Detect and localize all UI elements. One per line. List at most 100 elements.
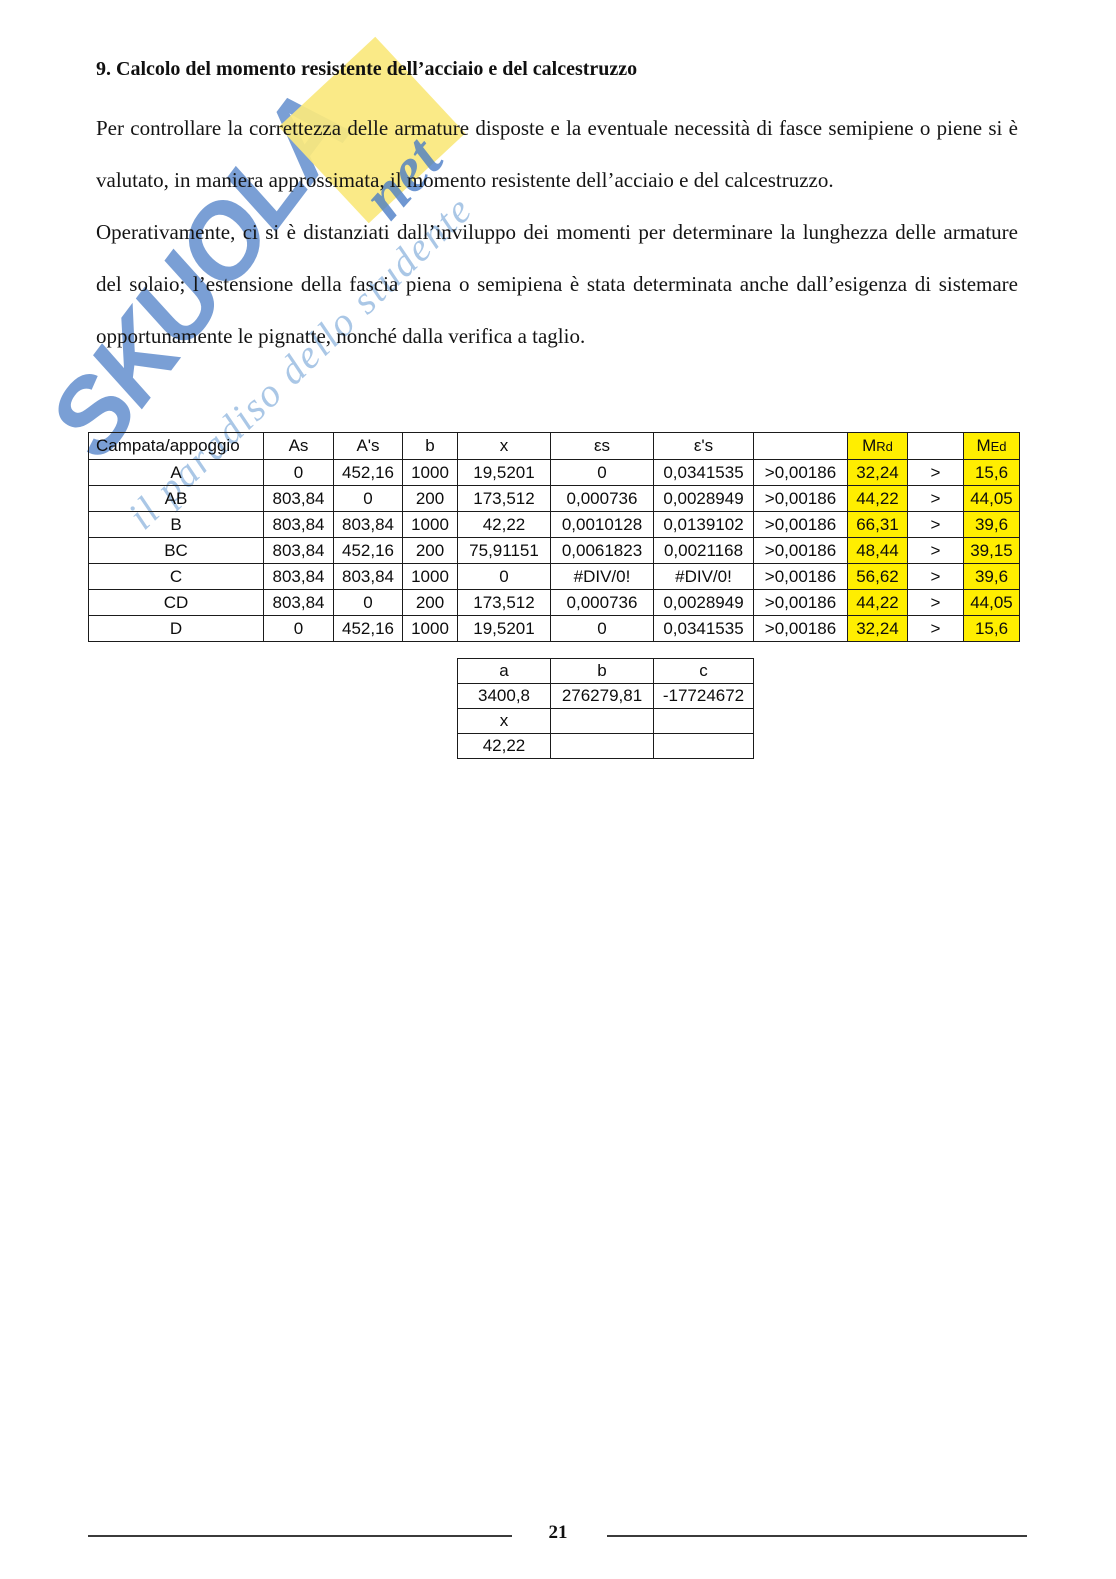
page-number: 21 [548, 1522, 568, 1543]
cell-limit: >0,00186 [753, 615, 848, 642]
cell-eps-prime: 0,0341535 [653, 459, 754, 486]
subtable-cell [550, 733, 654, 759]
subtable-cell: a [457, 658, 551, 684]
column-header-eps-prime: ε's [653, 432, 754, 460]
cell-b: 200 [402, 589, 458, 616]
section-heading: 9. Calcolo del momento resistente dell’a… [96, 58, 638, 80]
subtable-cell: c [653, 658, 754, 684]
cell-x: 173,512 [457, 589, 551, 616]
cell-aps: 0 [333, 485, 403, 512]
cell-limit: >0,00186 [753, 563, 848, 590]
cell-mrd: 48,44 [847, 537, 908, 564]
subtable-cell: 42,22 [457, 733, 551, 759]
cell-comparator: > [907, 615, 964, 642]
cell-eps: 0,000736 [550, 589, 654, 616]
column-header-as: As [263, 432, 334, 460]
cell-campata: D [88, 615, 264, 642]
cell-as: 0 [263, 615, 334, 642]
cell-aps: 452,16 [333, 537, 403, 564]
cell-mrd: 66,31 [847, 511, 908, 538]
moment-results-table: Campata/appoggio As A's b x εs ε's MRd M… [88, 432, 1020, 642]
footer-rule-right [607, 1535, 1027, 1537]
table-row: A 0 452,16 1000 19,5201 0 0,0341535 >0,0… [88, 459, 1020, 486]
cell-campata: B [88, 511, 264, 538]
cell-comparator: > [907, 459, 964, 486]
cell-b: 200 [402, 537, 458, 564]
paragraph: Operativamente, ci si è distanziati dall… [96, 220, 1018, 348]
cell-x: 42,22 [457, 511, 551, 538]
cell-mrd: 56,62 [847, 563, 908, 590]
cell-mrd: 32,24 [847, 459, 908, 486]
cell-aps: 452,16 [333, 459, 403, 486]
table-header-row: Campata/appoggio As A's b x εs ε's MRd M… [88, 432, 1020, 460]
subtable-cell: x [457, 708, 551, 734]
column-header-campata: Campata/appoggio [88, 432, 264, 460]
cell-campata: A [88, 459, 264, 486]
cell-b: 200 [402, 485, 458, 512]
cell-as: 803,84 [263, 563, 334, 590]
cell-eps-prime: 0,0028949 [653, 589, 754, 616]
cell-eps: 0 [550, 615, 654, 642]
subtable-row: 3400,8 276279,81 -17724672 [457, 683, 754, 709]
cell-comparator: > [907, 511, 964, 538]
cell-med: 44,05 [963, 589, 1020, 616]
cell-eps-prime: 0,0139102 [653, 511, 754, 538]
cell-b: 1000 [402, 615, 458, 642]
table-row: D 0 452,16 1000 19,5201 0 0,0341535 >0,0… [88, 615, 1020, 642]
paragraph: Per controllare la correttezza delle arm… [96, 116, 1018, 192]
subtable-cell [653, 708, 754, 734]
cell-x: 19,5201 [457, 459, 551, 486]
table-row: BC 803,84 452,16 200 75,91151 0,0061823 … [88, 537, 1020, 564]
subtable-cell: b [550, 658, 654, 684]
column-header-b: b [402, 432, 458, 460]
cell-campata: C [88, 563, 264, 590]
cell-b: 1000 [402, 459, 458, 486]
cell-as: 803,84 [263, 511, 334, 538]
cell-eps-prime: 0,0021168 [653, 537, 754, 564]
cell-x: 173,512 [457, 485, 551, 512]
cell-med: 39,6 [963, 511, 1020, 538]
cell-eps: 0,000736 [550, 485, 654, 512]
column-header-eps: εs [550, 432, 654, 460]
cell-b: 1000 [402, 511, 458, 538]
cell-comparator: > [907, 563, 964, 590]
cell-aps: 803,84 [333, 563, 403, 590]
column-header-mrd: MRd [847, 432, 908, 460]
cell-campata: CD [88, 589, 264, 616]
column-header-blank [753, 432, 848, 460]
cell-eps: 0 [550, 459, 654, 486]
cell-eps: 0,0061823 [550, 537, 654, 564]
cell-aps: 452,16 [333, 615, 403, 642]
cell-as: 803,84 [263, 485, 334, 512]
column-header-aps: A's [333, 432, 403, 460]
cell-campata: AB [88, 485, 264, 512]
cell-eps-prime: #DIV/0! [653, 563, 754, 590]
cell-x: 0 [457, 563, 551, 590]
cell-x: 75,91151 [457, 537, 551, 564]
subtable-row: a b c [457, 658, 754, 684]
cell-comparator: > [907, 589, 964, 616]
cell-as: 803,84 [263, 537, 334, 564]
cell-med: 15,6 [963, 615, 1020, 642]
subtable-cell: 3400,8 [457, 683, 551, 709]
cell-mrd: 44,22 [847, 589, 908, 616]
cell-eps-prime: 0,0341535 [653, 615, 754, 642]
cell-eps: 0,0010128 [550, 511, 654, 538]
cell-med: 39,6 [963, 563, 1020, 590]
column-header-med: MEd [963, 432, 1020, 460]
quadratic-coefficients-table: a b c 3400,8 276279,81 -17724672 x [457, 658, 754, 759]
table-row: B 803,84 803,84 1000 42,22 0,0010128 0,0… [88, 511, 1020, 538]
cell-limit: >0,00186 [753, 537, 848, 564]
cell-eps: #DIV/0! [550, 563, 654, 590]
table-row: AB 803,84 0 200 173,512 0,000736 0,00289… [88, 485, 1020, 512]
cell-limit: >0,00186 [753, 459, 848, 486]
subtable-row: 42,22 [457, 733, 754, 759]
cell-as: 0 [263, 459, 334, 486]
cell-campata: BC [88, 537, 264, 564]
cell-limit: >0,00186 [753, 589, 848, 616]
footer-rule-left [88, 1535, 512, 1537]
subtable-cell [550, 708, 654, 734]
table-row: C 803,84 803,84 1000 0 #DIV/0! #DIV/0! >… [88, 563, 1020, 590]
table-row: CD 803,84 0 200 173,512 0,000736 0,00289… [88, 589, 1020, 616]
cell-eps-prime: 0,0028949 [653, 485, 754, 512]
